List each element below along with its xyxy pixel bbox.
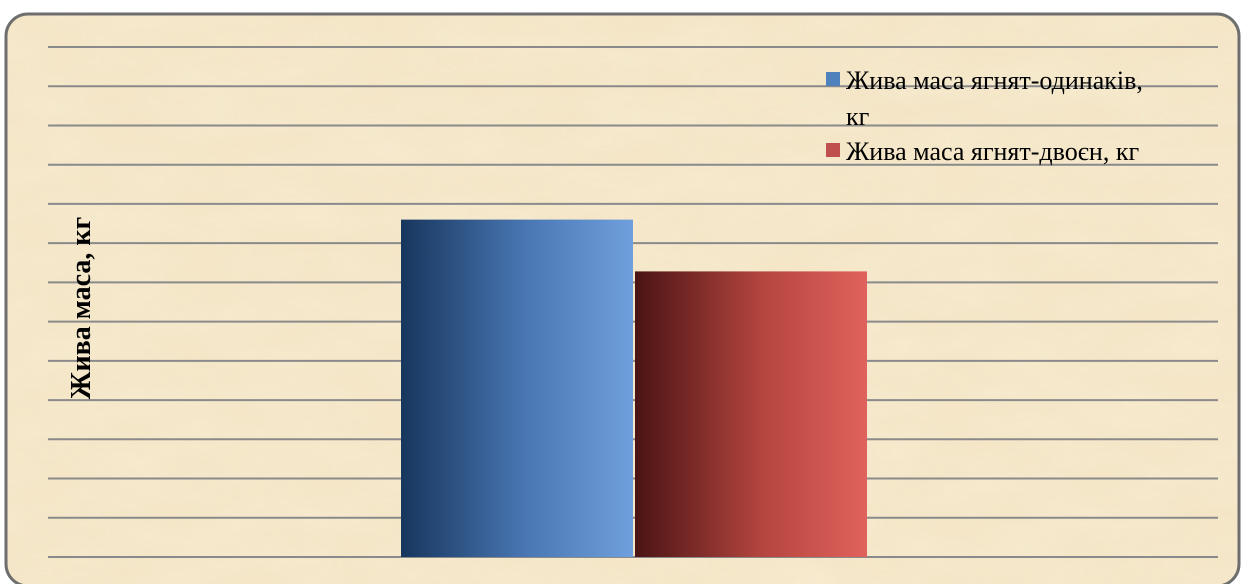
legend-swatch-series-2 [826, 143, 840, 157]
bars [401, 219, 867, 557]
legend: Жива маса ягнят-одинаків, кг Жива маса я… [826, 66, 1149, 166]
legend-label-series-1-line-1: Жива маса ягнят-одинаків, [846, 66, 1143, 95]
bar-series-1 [401, 219, 633, 557]
legend-swatch-series-1 [826, 72, 840, 86]
bar-series-2 [635, 271, 867, 557]
legend-label-series-1: Жива маса ягнят-одинаків, кг [846, 66, 1149, 131]
legend-label-series-1-line-2: кг [846, 102, 869, 131]
y-axis-label: Жива маса, кг [66, 217, 97, 399]
legend-label-series-2: Жива маса ягнят-двоєн, кг [846, 137, 1139, 166]
chart-border [4, 12, 1241, 584]
